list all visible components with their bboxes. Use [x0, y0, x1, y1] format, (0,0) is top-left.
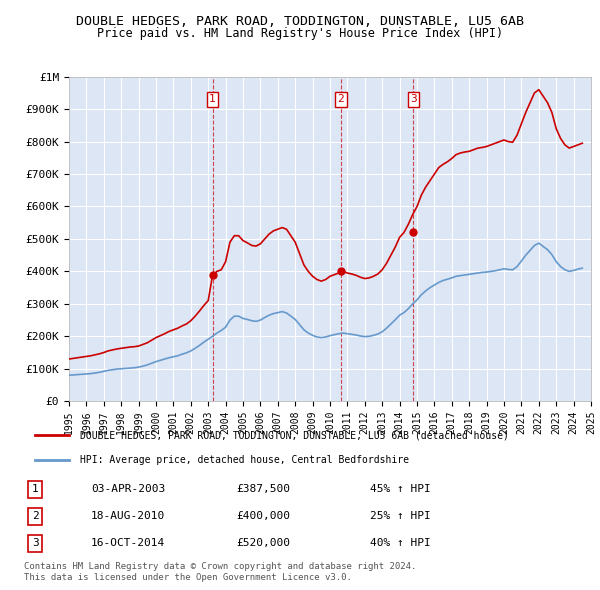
Text: Contains HM Land Registry data © Crown copyright and database right 2024.: Contains HM Land Registry data © Crown c… [24, 562, 416, 571]
Text: 2: 2 [338, 94, 344, 104]
Text: HPI: Average price, detached house, Central Bedfordshire: HPI: Average price, detached house, Cent… [80, 455, 409, 465]
Text: 1: 1 [32, 484, 38, 494]
Text: DOUBLE HEDGES, PARK ROAD, TODDINGTON, DUNSTABLE, LU5 6AB: DOUBLE HEDGES, PARK ROAD, TODDINGTON, DU… [76, 15, 524, 28]
Text: £387,500: £387,500 [236, 484, 290, 494]
Text: 16-OCT-2014: 16-OCT-2014 [91, 539, 165, 549]
Text: 45% ↑ HPI: 45% ↑ HPI [370, 484, 431, 494]
Text: DOUBLE HEDGES, PARK ROAD, TODDINGTON, DUNSTABLE, LU5 6AB (detached house): DOUBLE HEDGES, PARK ROAD, TODDINGTON, DU… [80, 430, 509, 440]
Text: £400,000: £400,000 [236, 512, 290, 522]
Text: £520,000: £520,000 [236, 539, 290, 549]
Text: 3: 3 [32, 539, 38, 549]
Text: 1: 1 [209, 94, 216, 104]
Text: 3: 3 [410, 94, 417, 104]
Text: 03-APR-2003: 03-APR-2003 [91, 484, 165, 494]
Text: 2: 2 [32, 512, 38, 522]
Text: Price paid vs. HM Land Registry's House Price Index (HPI): Price paid vs. HM Land Registry's House … [97, 27, 503, 40]
Text: This data is licensed under the Open Government Licence v3.0.: This data is licensed under the Open Gov… [24, 573, 352, 582]
Text: 40% ↑ HPI: 40% ↑ HPI [370, 539, 431, 549]
Text: 25% ↑ HPI: 25% ↑ HPI [370, 512, 431, 522]
Text: 18-AUG-2010: 18-AUG-2010 [91, 512, 165, 522]
